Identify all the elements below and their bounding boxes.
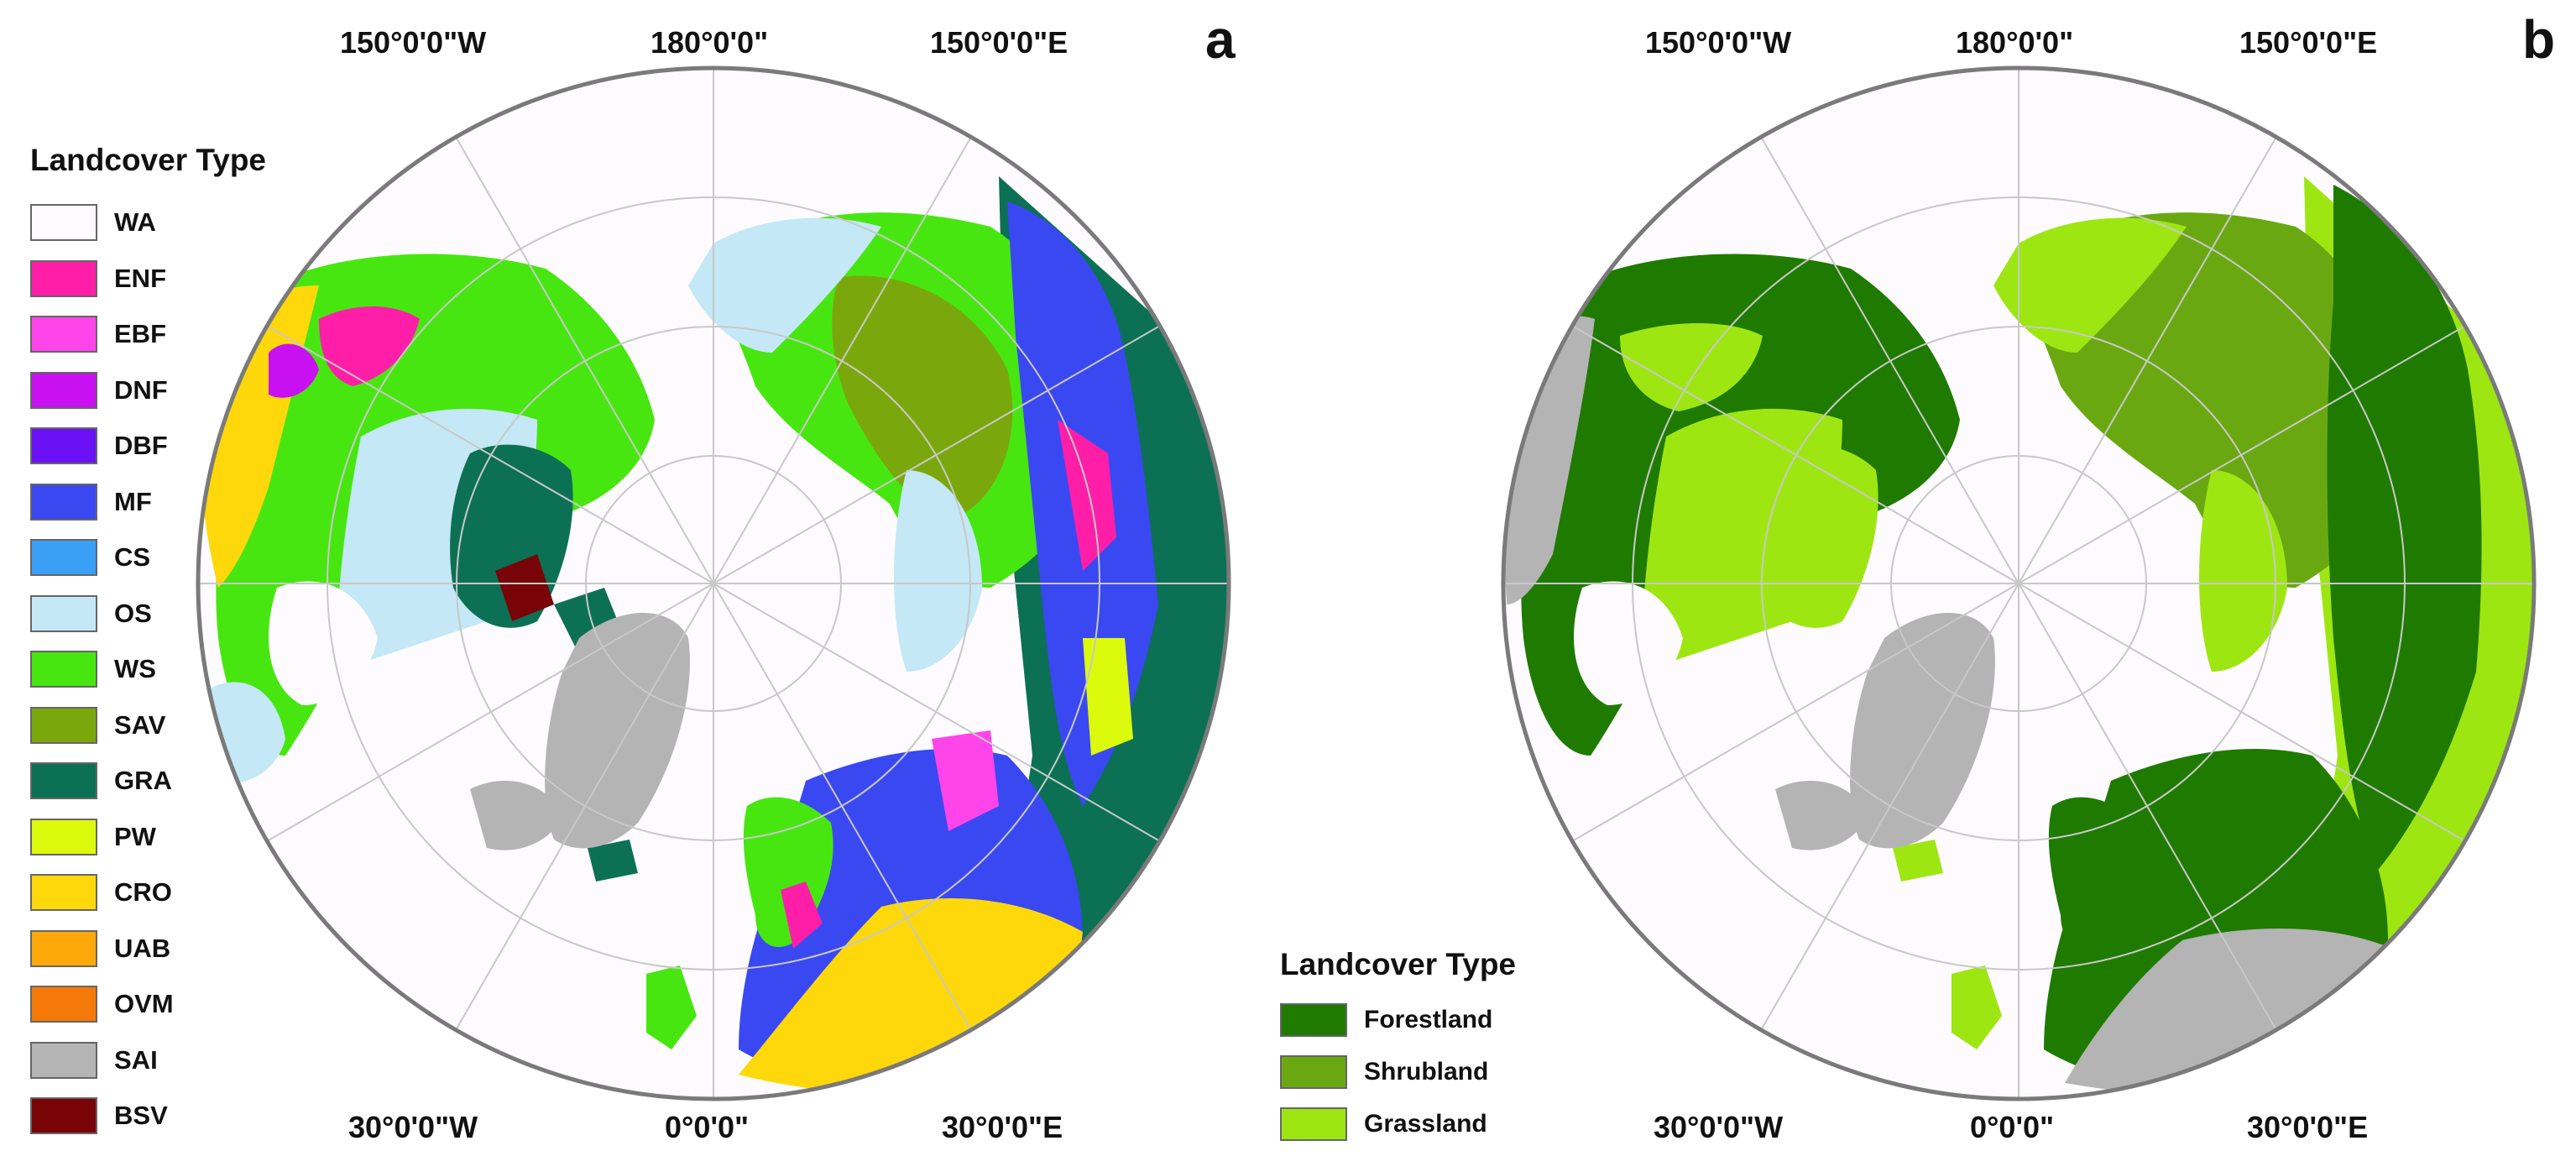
panel-a-legend-label: OVM bbox=[114, 989, 174, 1018]
panel-b-coord-0: 0°0'0" bbox=[1970, 1110, 2055, 1144]
panel-b-map bbox=[1501, 65, 2537, 1101]
panel-a-landmass bbox=[198, 176, 1229, 1095]
panel-b-letter: b bbox=[2522, 9, 2556, 70]
panel-a-legend-swatch bbox=[30, 762, 97, 799]
panel-a-legend-item: ENF bbox=[30, 259, 166, 297]
panel-a-legend-swatch bbox=[30, 594, 97, 632]
panel-b-coord-30w: 30°0'0"W bbox=[1654, 1110, 1784, 1144]
panel-a-legend-label: ENF bbox=[114, 263, 166, 293]
panel-b-coord-150w: 150°0'0"W bbox=[1645, 25, 1792, 60]
panel-b-frame bbox=[1501, 65, 2537, 1101]
panel-a-legend-item: CS bbox=[30, 539, 150, 576]
panel-a-legend-item: DNF bbox=[30, 371, 168, 409]
panel-b-legend-item: Shrubland bbox=[1280, 1055, 1488, 1089]
panel-a-legend-item: CRO bbox=[30, 874, 172, 911]
panel-a-legend-swatch bbox=[30, 929, 97, 967]
panel-b-legend-swatch bbox=[1280, 1003, 1347, 1037]
panel-a-legend-label: DNF bbox=[114, 374, 168, 405]
panel-a-legend-item: MF bbox=[30, 483, 152, 521]
panel-a-legend-item: PW bbox=[30, 818, 156, 855]
panel-b-legend-label: Shrubland bbox=[1364, 1058, 1489, 1086]
panel-a-legend-swatch bbox=[30, 427, 97, 464]
panel-a-legend-item: DBF bbox=[30, 427, 168, 464]
panel-a-legend-label: UAB bbox=[114, 933, 171, 963]
panel-a-legend-label: DBF bbox=[114, 431, 168, 460]
panel-a-legend-item: UAB bbox=[30, 929, 171, 967]
panel-a-legend-swatch bbox=[30, 1041, 97, 1079]
panel-a-legend-label: WS bbox=[114, 654, 156, 683]
panel-a-legend-item: SAV bbox=[30, 706, 166, 744]
panel-a-letter: a bbox=[1205, 9, 1236, 70]
panel-a-legend-item: OS bbox=[30, 594, 152, 632]
panel-a-legend-swatch bbox=[30, 539, 97, 576]
panel-b-legend-label: Grassland bbox=[1364, 1110, 1487, 1138]
panel-a-legend-swatch bbox=[30, 874, 97, 911]
panel-a-coord-150w: 150°0'0"W bbox=[340, 25, 487, 60]
panel-a-graticule bbox=[198, 68, 1229, 1099]
panel-a-map bbox=[196, 65, 1231, 1101]
panel-a-legend-label: WA bbox=[114, 207, 156, 237]
panel-a-legend-swatch bbox=[30, 1097, 97, 1134]
panel-b-legend-label: Forestland bbox=[1364, 1006, 1493, 1033]
panel-a-legend-title: Landcover Type bbox=[30, 143, 267, 177]
panel-a-legend-item: SAI bbox=[30, 1041, 158, 1079]
panel-a-coord-180: 180°0'0" bbox=[651, 25, 769, 60]
panel-b-coord-30e: 30°0'0"E bbox=[2247, 1110, 2369, 1144]
panel-a-legend-swatch bbox=[30, 204, 97, 241]
panel-a-legend-item: BSV bbox=[30, 1097, 168, 1134]
panel-a-legend-label: SAI bbox=[114, 1044, 158, 1075]
panel-a-legend-item: WA bbox=[30, 204, 156, 241]
panel-a-legend-swatch bbox=[30, 651, 97, 688]
panel-a-legend-swatch bbox=[30, 316, 97, 353]
panel-b-coord-180: 180°0'0" bbox=[1956, 25, 2074, 60]
panel-a-legend-swatch bbox=[30, 986, 97, 1023]
panel-a-legend-label: CS bbox=[114, 542, 151, 572]
panel-b-legend-item: Forestland bbox=[1280, 1003, 1492, 1037]
panel-a-legend-swatch bbox=[30, 706, 97, 744]
panel-a-legend-swatch bbox=[30, 259, 97, 297]
panel-a-legend-item: EBF bbox=[30, 316, 166, 353]
panel-a-legend-swatch bbox=[30, 483, 97, 521]
panel-a-coord-0: 0°0'0" bbox=[665, 1110, 750, 1144]
panel-a-coord-30w: 30°0'0"W bbox=[348, 1110, 478, 1144]
panel-a-legend-label: EBF bbox=[114, 319, 166, 348]
panel-a-legend-label: SAV bbox=[114, 709, 166, 740]
panel-a-legend-label: BSV bbox=[114, 1101, 168, 1130]
panel-b-legend-swatch bbox=[1280, 1107, 1347, 1141]
panel-a-legend-label: GRA bbox=[114, 766, 172, 795]
panel-a-legend-swatch bbox=[30, 371, 97, 409]
panel-a-legend-item: WS bbox=[30, 651, 156, 688]
panel-a-legend-label: PW bbox=[114, 821, 156, 851]
panel-b-legend-title: Landcover Type bbox=[1280, 947, 1517, 981]
panel-b-graticule bbox=[1503, 68, 2534, 1099]
panel-a-legend-label: OS bbox=[114, 598, 152, 628]
panel-b-coord-150e: 150°0'0"E bbox=[2239, 25, 2378, 60]
panel-a-legend-item: GRA bbox=[30, 762, 172, 799]
panel-a-legend-label: CRO bbox=[114, 877, 172, 907]
panel-a-coord-30e: 30°0'0"E bbox=[942, 1110, 1063, 1144]
panel-b-legend-swatch bbox=[1280, 1055, 1347, 1089]
panel-a-coord-150e: 150°0'0"E bbox=[930, 25, 1069, 60]
panel-b-legend-item: Grassland bbox=[1280, 1107, 1487, 1141]
panel-a-frame bbox=[196, 65, 1231, 1101]
panel-a-legend-label: MF bbox=[114, 486, 152, 516]
panel-a-legend-swatch bbox=[30, 818, 97, 855]
panel-a-legend-item: OVM bbox=[30, 986, 174, 1023]
